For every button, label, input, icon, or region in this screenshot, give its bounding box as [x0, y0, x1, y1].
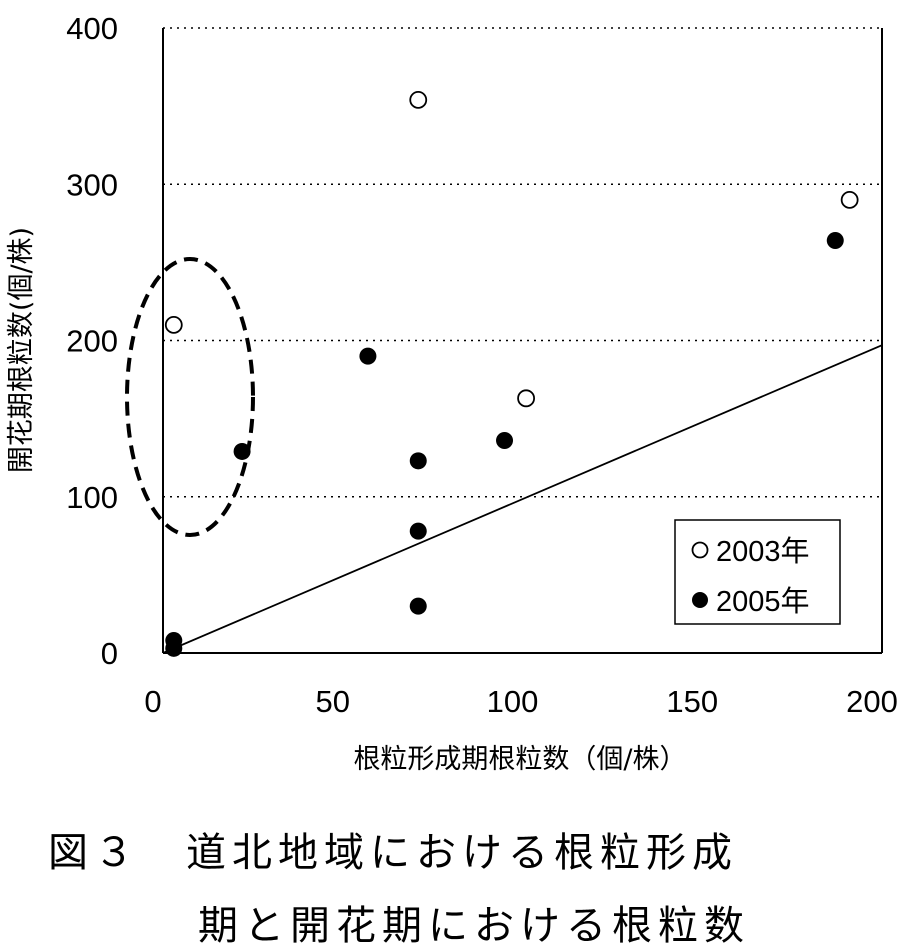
data-point-2003: [517, 389, 535, 408]
tick-labels: 0 100 200 300 400 0 50 100 150 200: [66, 11, 898, 719]
data-points: [164, 90, 859, 657]
legend-marker-2003: [691, 541, 709, 559]
legend-label-2005: 2005年: [716, 585, 810, 618]
y-tick-label: 200: [66, 324, 118, 359]
y-tick-label: 0: [101, 636, 118, 671]
data-point-2003: [840, 190, 859, 209]
data-point-2005: [409, 597, 427, 615]
reference-line-segment: [162, 344, 883, 654]
axes: [162, 28, 883, 654]
dashed-ellipse-annotation: [125, 257, 255, 537]
figure-caption-line-2: 期と開花期における根粒数: [198, 903, 750, 949]
data-point-2005: [826, 232, 844, 249]
data-point-2005: [409, 452, 427, 470]
data-point-2005: [359, 347, 377, 365]
x-tick-label: 200: [846, 684, 898, 719]
legend-marker-2005: [692, 592, 708, 608]
y-tick-label: 100: [66, 480, 118, 515]
grid-lines: [163, 27, 882, 498]
figure-caption-line-1: 図３ 道北地域における根粒形成: [48, 830, 738, 876]
data-point-2003: [164, 315, 183, 334]
y-tick-label: 400: [66, 11, 118, 46]
reference-line: [162, 344, 883, 654]
data-point-2005: [409, 522, 427, 540]
data-point-2003: [409, 90, 428, 109]
x-tick-label: 150: [666, 684, 718, 719]
data-point-2005: [496, 432, 514, 449]
x-tick-label: 100: [487, 684, 539, 719]
y-axis-title: 開花期根粒数(個/株): [6, 227, 37, 473]
data-point-2005: [233, 442, 251, 460]
x-tick-label: 50: [316, 684, 350, 719]
legend-label-2003: 2003年: [716, 535, 810, 568]
data-point-2005: [165, 639, 183, 657]
x-axis-title: 根粒形成期根粒数（個/株）: [353, 744, 686, 775]
x-tick-label: 0: [144, 684, 161, 719]
legend: 2003年 2005年: [674, 519, 841, 625]
y-tick-label: 300: [66, 167, 118, 202]
